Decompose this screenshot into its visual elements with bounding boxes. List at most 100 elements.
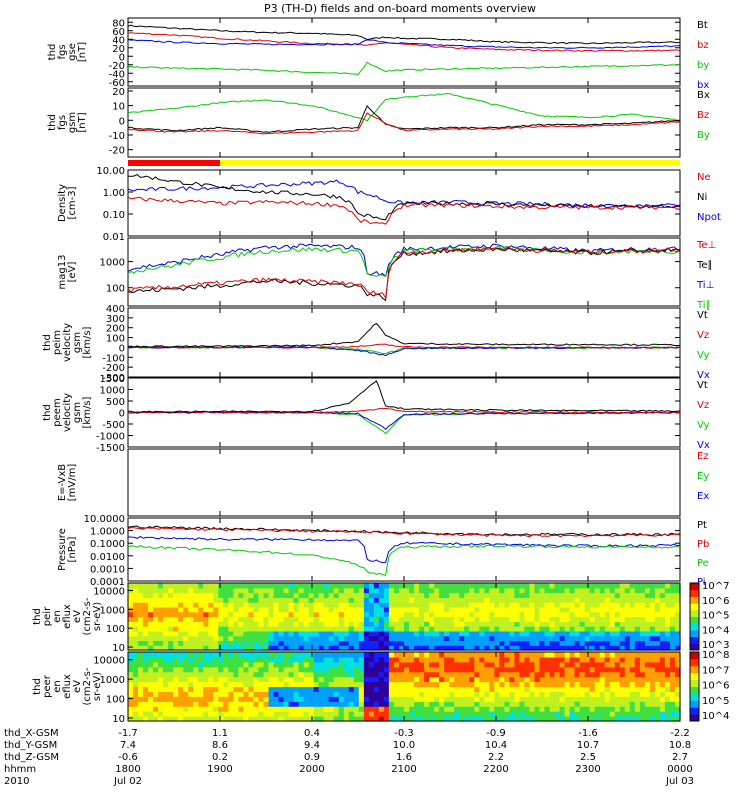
heatmap-cell [534, 716, 541, 722]
legend-Vx: Vx [697, 440, 710, 451]
heatmap-cell [208, 602, 214, 608]
heatmap-cell [449, 635, 455, 641]
heatmap-cell [469, 716, 475, 722]
heatmap-cell [489, 621, 495, 627]
heatmap-cell [454, 686, 460, 692]
heatmap-cell [599, 621, 606, 627]
heatmap-cell [404, 706, 410, 712]
heatmap-cell [128, 706, 134, 712]
heatmap-cell [474, 635, 480, 641]
heatmap-cell [584, 616, 591, 622]
heatmap-cell [148, 652, 154, 658]
heatmap-cell [544, 611, 551, 618]
heatmap-cell [434, 626, 440, 632]
heatmap-cell [599, 706, 606, 712]
heatmap-cell [388, 592, 395, 598]
heatmap-cell [308, 606, 315, 613]
heatmap-cell [589, 606, 596, 613]
heatmap-cell [273, 686, 280, 692]
heatmap-cell [544, 691, 551, 697]
heatmap-cell [158, 645, 164, 651]
y-axis-label: gsm [67, 112, 78, 133]
heatmap-cell [243, 606, 249, 613]
heatmap-cell [328, 686, 335, 692]
heatmap-cell [444, 587, 450, 594]
heatmap-cell [434, 676, 440, 683]
heatmap-cell [559, 661, 566, 668]
heatmap-cell [409, 701, 415, 707]
heatmap-cell [328, 583, 335, 589]
heatmap-cell [278, 676, 285, 683]
y-axis-label: thd [47, 114, 58, 131]
heatmap-cell [619, 606, 626, 613]
heatmap-cell [263, 583, 270, 589]
heatmap-cell [544, 597, 551, 603]
heatmap-cell [444, 656, 450, 663]
heatmap-cell [404, 701, 410, 707]
heatmap-cell [153, 711, 159, 717]
heatmap-cell [133, 691, 139, 697]
heatmap-cell [158, 606, 164, 613]
heatmap-cell [373, 671, 380, 678]
heatmap-cell [283, 611, 290, 618]
heatmap-cell [629, 616, 636, 622]
heatmap-cell [489, 587, 495, 594]
heatmap-cell [298, 621, 305, 627]
heatmap-cell [193, 621, 199, 627]
heatmap-cell [559, 645, 566, 651]
heatmap-cell [509, 666, 515, 673]
heatmap-cell [659, 597, 666, 603]
heatmap-cell [298, 706, 305, 712]
heatmap-cell [378, 583, 385, 589]
heatmap-cell [675, 661, 681, 668]
heatmap-cell [258, 583, 265, 589]
heatmap-cell [183, 592, 189, 598]
heatmap-cell [449, 597, 455, 603]
heatmap-cell [258, 686, 265, 692]
heatmap-cell [394, 716, 400, 722]
heatmap-cell [644, 640, 651, 646]
y-tick-label: 400 [106, 304, 125, 315]
heatmap-cell [128, 701, 134, 707]
heatmap-cell [303, 691, 310, 697]
heatmap-cell [619, 597, 626, 603]
heatmap-cell [675, 691, 681, 697]
heatmap-cell [263, 621, 270, 627]
heatmap-cell [158, 621, 164, 627]
heatmap-cell [208, 592, 214, 598]
heatmap-cell [529, 676, 536, 683]
heatmap-cell [233, 686, 239, 692]
heatmap-cell [198, 621, 204, 627]
heatmap-cell [404, 592, 410, 598]
y-tick-label: 0.01 [103, 232, 125, 243]
heatmap-cell [263, 656, 270, 663]
heatmap-cell [484, 686, 490, 692]
heatmap-cell [298, 592, 305, 598]
heatmap-cell [148, 711, 154, 717]
heatmap-cell [323, 716, 330, 722]
heatmap-cell [449, 686, 455, 692]
heatmap-cell [268, 706, 275, 712]
heatmap-cell [218, 635, 224, 641]
heatmap-cell [168, 597, 174, 603]
heatmap-cell [158, 676, 164, 683]
colorbar-label: 10^6 [702, 596, 729, 607]
heatmap-cell [434, 696, 440, 702]
heatmap-cell [153, 606, 159, 613]
heatmap-cell [328, 656, 335, 663]
heatmap-cell [464, 606, 470, 613]
heatmap-cell [188, 583, 194, 589]
heatmap-cell [138, 671, 144, 678]
heatmap-cell [609, 621, 616, 627]
heatmap-cell [128, 592, 134, 598]
panel-frame [127, 87, 681, 158]
heatmap-cell [253, 716, 260, 722]
heatmap-cell [444, 661, 450, 668]
heatmap-cell [163, 681, 169, 688]
heatmap-cell [549, 621, 556, 627]
heatmap-cell [659, 640, 666, 646]
heatmap-cell [599, 671, 606, 678]
heatmap-cell [233, 630, 239, 637]
heatmap-cell [564, 696, 571, 702]
heatmap-cell [599, 616, 606, 622]
